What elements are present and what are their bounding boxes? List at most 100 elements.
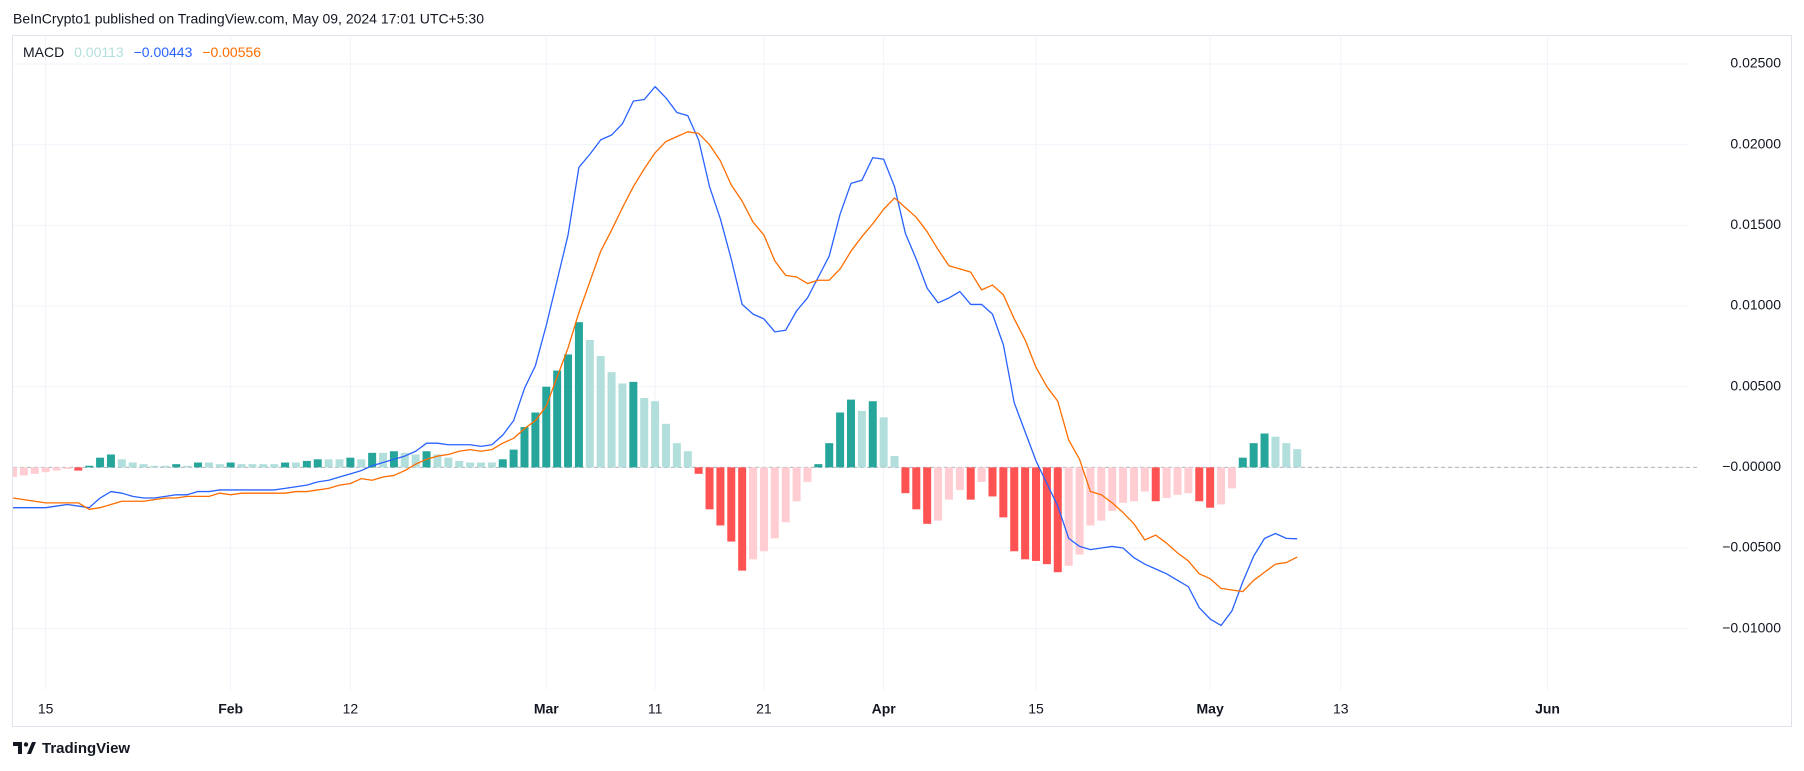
histogram-bar xyxy=(161,465,170,468)
histogram-bar xyxy=(944,467,953,500)
logo-dot xyxy=(23,742,29,747)
histogram-bar xyxy=(476,462,485,468)
histogram-bar xyxy=(825,443,834,468)
histogram-bar xyxy=(30,467,39,474)
histogram-bar xyxy=(814,464,823,468)
legend: MACD 0.00113 −0.00443 −0.00556 xyxy=(23,44,261,60)
histogram-bar xyxy=(629,381,638,468)
histogram-bar xyxy=(988,467,997,497)
histogram-bar xyxy=(1162,467,1171,499)
histogram-bar xyxy=(1271,436,1280,468)
x-tick-label: Apr xyxy=(872,701,897,717)
y-tick-label: 0.00500 xyxy=(1730,377,1781,393)
x-tick-label: 11 xyxy=(648,701,663,717)
histogram-bar xyxy=(466,462,475,468)
histogram-bar xyxy=(596,356,605,468)
histogram-bar xyxy=(433,454,442,468)
histogram-bar xyxy=(106,454,115,468)
histogram-bar xyxy=(1032,467,1041,561)
grid xyxy=(13,35,1700,690)
histogram-bar xyxy=(1238,457,1247,468)
histogram-bar xyxy=(955,467,964,490)
histogram-bar xyxy=(792,467,801,502)
histogram-bar xyxy=(966,467,975,500)
histogram-bar xyxy=(41,467,50,473)
histogram-bar xyxy=(585,339,594,468)
histogram-bar xyxy=(694,467,703,474)
histogram-bar xyxy=(1151,467,1160,502)
histogram-bar xyxy=(248,464,257,468)
x-tick-label: 13 xyxy=(1333,701,1349,717)
histogram-bar xyxy=(63,467,72,469)
histogram-bar xyxy=(1227,467,1236,489)
histogram-bar xyxy=(194,462,203,468)
x-tick-label: 12 xyxy=(343,701,359,717)
histogram-bar xyxy=(912,467,921,510)
histogram-bar xyxy=(270,464,279,468)
histogram-bar xyxy=(1206,467,1215,508)
histogram-bar xyxy=(85,465,94,468)
histogram-bar xyxy=(1129,467,1138,502)
histogram-bar xyxy=(1075,467,1084,555)
histogram-bar xyxy=(553,370,562,468)
histogram-bar xyxy=(455,460,464,468)
y-tick-label: 0.01000 xyxy=(1730,297,1781,313)
histogram-bar xyxy=(324,459,333,468)
histogram-bar xyxy=(1064,467,1073,566)
footer-logo xyxy=(13,742,36,754)
histogram-bar xyxy=(1293,449,1302,468)
histogram-bar xyxy=(672,443,681,468)
logo-shape xyxy=(13,742,22,754)
histogram-bar xyxy=(716,467,725,526)
x-tick-label: May xyxy=(1197,701,1224,717)
histogram-bar xyxy=(19,467,28,476)
panel-border xyxy=(12,35,1792,727)
logo-shape xyxy=(27,742,36,754)
histogram-bar xyxy=(313,459,322,468)
histogram-bar xyxy=(1195,467,1204,502)
histogram-bar xyxy=(172,464,181,468)
histogram-bar xyxy=(204,462,213,468)
histogram-bar xyxy=(1184,467,1193,494)
histogram-bar xyxy=(1042,467,1051,565)
histogram-bar xyxy=(96,457,105,468)
histogram-bar xyxy=(52,467,61,471)
histogram-bar xyxy=(128,462,137,468)
histogram-bar xyxy=(1053,467,1062,573)
histogram-bar xyxy=(738,467,747,571)
histogram-bar xyxy=(727,467,736,542)
histogram-bar xyxy=(1282,443,1291,468)
histogram-bar xyxy=(868,401,877,468)
plot-area xyxy=(13,85,1302,627)
histogram-bar xyxy=(1021,467,1030,560)
histogram-bar xyxy=(705,467,714,510)
histogram-bar xyxy=(215,464,224,468)
histogram-bar xyxy=(923,467,932,524)
histogram-bar xyxy=(661,423,670,468)
x-tick-label: Feb xyxy=(218,701,243,717)
histogram-bar xyxy=(411,454,420,468)
histogram-bar xyxy=(934,467,943,521)
x-tick-label: Jun xyxy=(1535,701,1560,717)
histogram-bar xyxy=(259,464,268,468)
histogram-bar xyxy=(509,449,518,468)
histogram-bar xyxy=(117,459,126,468)
histogram-bar xyxy=(1010,467,1019,552)
histogram-bar xyxy=(977,467,986,482)
histogram-bar xyxy=(640,397,649,468)
y-tick-label: −0.00000 xyxy=(1722,458,1781,474)
histogram-bar xyxy=(651,401,660,468)
histogram-bar xyxy=(1217,467,1226,505)
histogram-bar xyxy=(379,452,388,468)
histogram-bar xyxy=(291,462,300,468)
histogram-bar xyxy=(781,467,790,523)
histogram-bar xyxy=(368,452,377,468)
histogram-bar xyxy=(237,464,246,468)
histogram-bar xyxy=(1260,433,1269,468)
histogram-bar xyxy=(1140,467,1149,492)
histogram-bar xyxy=(759,467,768,552)
x-tick-label: Mar xyxy=(534,701,559,717)
histogram-bar xyxy=(901,467,910,494)
